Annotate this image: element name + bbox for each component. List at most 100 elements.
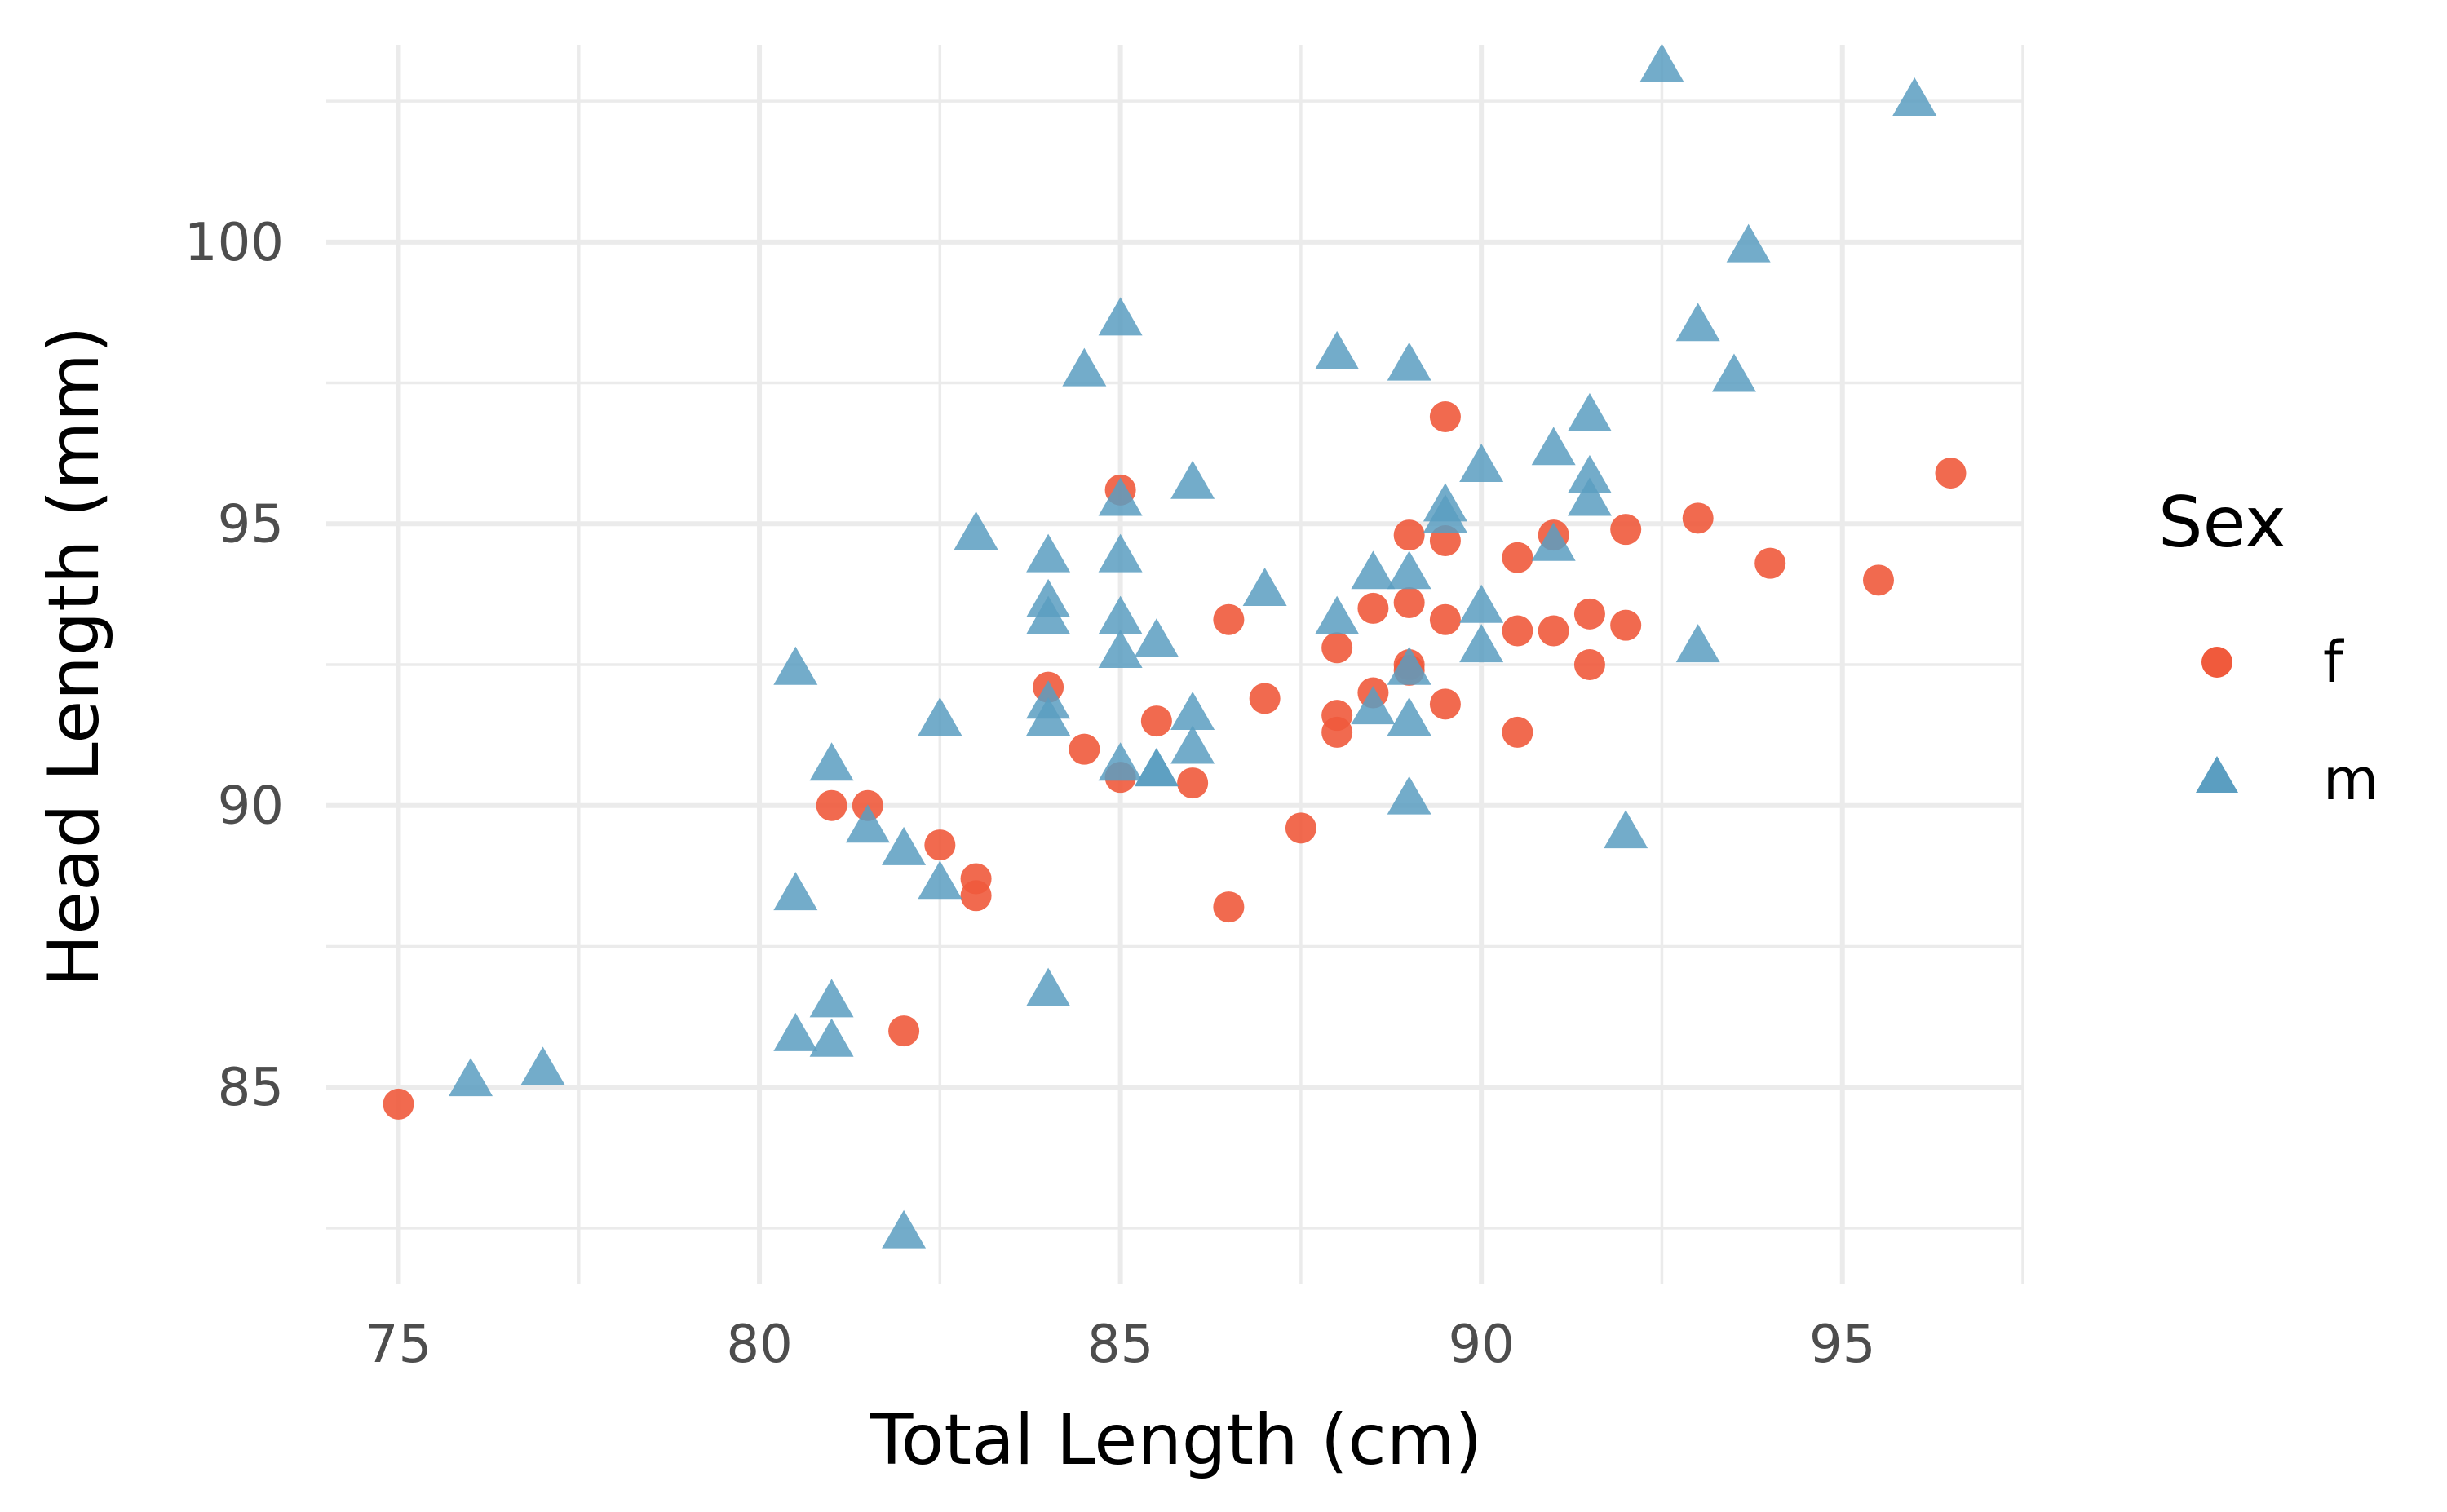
data-point-m — [1675, 624, 1720, 663]
data-point-m — [918, 696, 962, 736]
data-point-f — [1393, 519, 1425, 551]
data-point-m — [1315, 330, 1360, 369]
data-point-f — [1682, 502, 1714, 534]
data-point-f — [1502, 542, 1533, 573]
data-point-f — [1357, 592, 1389, 624]
data-point-f — [924, 829, 956, 861]
data-point-f — [1935, 458, 1967, 489]
y-tick-label: 95 — [218, 494, 284, 555]
data-point-f — [1213, 891, 1245, 923]
data-point-m — [1387, 776, 1431, 815]
data-point-m — [809, 1018, 854, 1057]
data-point-f — [1177, 767, 1209, 799]
x-tick-label: 75 — [365, 1315, 431, 1375]
legend-key-f-marker — [2201, 647, 2232, 678]
data-point-m — [773, 1012, 818, 1051]
data-point-m — [1170, 460, 1215, 499]
data-point-m — [1026, 533, 1071, 573]
data-point-f — [1502, 615, 1533, 647]
data-point-f — [1538, 615, 1569, 647]
legend-key-m-marker — [2196, 756, 2238, 793]
data-point-m — [1242, 568, 1287, 607]
legend-title: Sex — [2158, 482, 2286, 564]
data-point-f — [1754, 547, 1786, 579]
x-tick-label: 90 — [1448, 1315, 1514, 1375]
data-point-m — [1459, 444, 1504, 483]
data-point-m — [918, 860, 962, 900]
data-point-f — [1429, 603, 1461, 635]
data-point-m — [1567, 477, 1612, 516]
data-point-f — [1321, 716, 1353, 748]
data-point-f — [1069, 733, 1100, 765]
legend-label-f: f — [2323, 629, 2344, 696]
data-point-m — [1098, 595, 1143, 634]
data-point-f — [1573, 649, 1605, 680]
data-point-f — [1429, 688, 1461, 720]
data-point-m — [1170, 725, 1215, 764]
x-tick-label: 85 — [1087, 1315, 1153, 1375]
data-point-m — [809, 979, 854, 1018]
y-axis-ticks: 85 90 95 100 — [184, 213, 284, 1118]
y-tick-label: 100 — [184, 213, 284, 273]
data-point-m — [1387, 646, 1431, 685]
data-point-f — [960, 880, 992, 912]
data-point-m — [1567, 392, 1612, 431]
data-point-f — [1140, 705, 1172, 737]
data-point-m — [1567, 454, 1612, 493]
series-m-points — [449, 43, 1937, 1249]
data-point-m — [1459, 584, 1504, 623]
data-point-f — [1502, 716, 1533, 748]
data-point-m — [1098, 630, 1143, 669]
gridlines — [326, 45, 2024, 1284]
data-point-m — [882, 826, 927, 865]
data-point-f — [1213, 603, 1245, 635]
data-point-m — [1351, 686, 1396, 725]
data-point-f — [888, 1015, 920, 1047]
data-point-m — [1726, 223, 1771, 263]
data-point-m — [1423, 494, 1467, 533]
data-point-f — [1573, 598, 1605, 630]
data-point-f — [1285, 812, 1316, 844]
data-point-m — [1315, 595, 1360, 634]
data-point-m — [1026, 696, 1071, 736]
data-point-f — [1610, 609, 1642, 641]
data-point-m — [1134, 618, 1179, 657]
data-point-m — [1062, 347, 1107, 387]
data-point-m — [1134, 748, 1179, 787]
data-point-f — [383, 1088, 414, 1120]
data-point-m — [1711, 353, 1756, 392]
data-point-m — [449, 1058, 493, 1097]
data-point-m — [1098, 297, 1143, 336]
data-point-f — [1610, 514, 1642, 546]
data-point-m — [1098, 742, 1143, 781]
data-point-m — [1387, 342, 1431, 381]
data-point-f — [816, 789, 847, 821]
data-point-m — [1098, 477, 1143, 516]
data-point-f — [1429, 401, 1461, 432]
data-point-m — [773, 646, 818, 685]
data-point-m — [1531, 522, 1576, 561]
data-point-f — [1249, 683, 1281, 714]
x-tick-label: 80 — [726, 1315, 792, 1375]
data-point-m — [1387, 550, 1431, 590]
data-point-m — [882, 1209, 927, 1249]
data-point-m — [1892, 77, 1937, 116]
y-tick-label: 90 — [218, 776, 284, 837]
data-point-m — [773, 872, 818, 911]
data-point-m — [809, 742, 854, 781]
data-point-m — [1604, 810, 1648, 849]
legend: Sex f m — [2158, 482, 2378, 813]
data-point-f — [1321, 632, 1353, 664]
data-point-f — [1429, 525, 1461, 556]
data-point-f — [1393, 587, 1425, 618]
data-point-m — [1639, 43, 1684, 82]
y-tick-label: 85 — [218, 1058, 284, 1118]
data-point-m — [1351, 550, 1396, 590]
data-point-m — [520, 1046, 565, 1085]
data-point-m — [1026, 595, 1071, 634]
x-axis-ticks: 75 80 85 90 95 — [365, 1315, 1876, 1375]
x-tick-label: 95 — [1809, 1315, 1875, 1375]
data-point-m — [845, 804, 890, 843]
data-point-m — [1531, 427, 1576, 466]
x-axis-title: Total Length (cm) — [870, 1399, 1482, 1481]
